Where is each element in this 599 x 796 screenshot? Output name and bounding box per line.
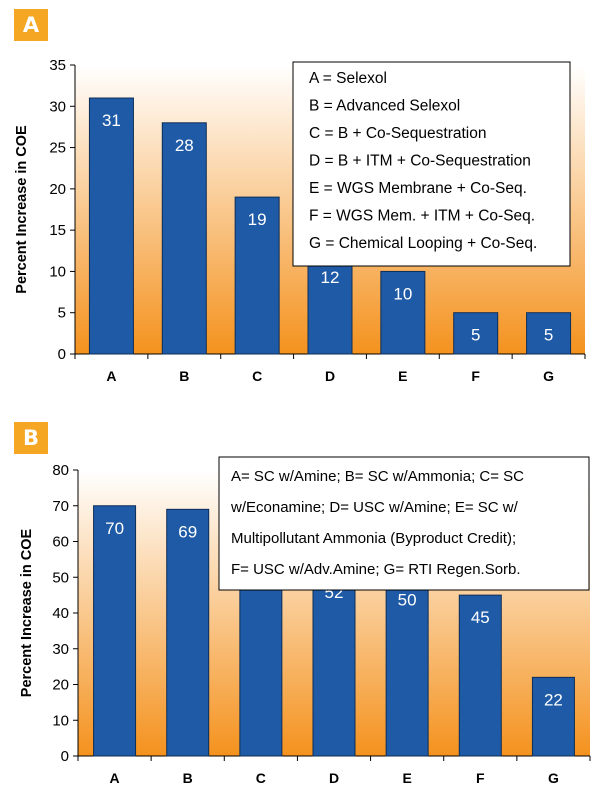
chart-b-bar-value-label: 45 xyxy=(471,608,490,627)
chart-b-x-tick-label: A xyxy=(110,770,120,786)
chart-b-x-tick-label: D xyxy=(329,770,339,786)
chart-b-bar-value-label: 70 xyxy=(105,519,124,538)
chart-a-y-tick-label: 35 xyxy=(49,57,66,74)
chart-b-y-tick-label: 30 xyxy=(52,641,69,658)
chart-b-y-tick-label: 60 xyxy=(52,534,69,551)
chart-a-x-tick-label: E xyxy=(398,368,407,384)
chart-b-legend-box xyxy=(218,456,590,591)
chart-b: 0 10 20 30 40 50 60 70 80 Percent Increase in COE… xyxy=(19,456,591,786)
panel-b-badge: B xyxy=(14,422,48,454)
chart-b-bar-b xyxy=(166,508,210,757)
chart-b-legend-line: A= SC w/Amine; B= SC w/Ammonia; C= SC xyxy=(231,468,524,485)
chart-b-legend-line: F= USC w/Adv.Amine; G= RTI Regen.Sorb. xyxy=(231,561,521,578)
chart-b-bar-value-label: 22 xyxy=(544,690,563,709)
chart-b-y-axis-label: Percent Increase in COE xyxy=(19,528,35,697)
chart-b-bar-f xyxy=(458,594,502,757)
chart-a-y-tick-label: 30 xyxy=(49,98,66,115)
chart-b-x-tick-label: C xyxy=(256,770,266,786)
chart-a-bar-value-label: 10 xyxy=(393,284,412,303)
chart-b-bar-d xyxy=(312,569,356,757)
chart-a-bar-c xyxy=(234,196,280,355)
chart-a-x-tick-label: B xyxy=(179,368,189,384)
chart-a-bar-g xyxy=(526,312,572,355)
chart-a-bar-value-label: 31 xyxy=(102,111,121,130)
chart-a: 0 5 10 15 20 25 30 35 Percent Increase in COE 31 A… xyxy=(14,57,586,384)
chart-a-x-tick-label: G xyxy=(543,368,554,384)
chart-a-legend-line: C = B + Co-Sequestration xyxy=(309,125,487,142)
chart-a-legend-line: F = WGS Mem. + ITM + Co-Seq. xyxy=(309,208,535,225)
chart-a-y-tick-label: 25 xyxy=(49,140,66,157)
chart-a-bar-value-label: 12 xyxy=(321,268,340,287)
chart-a-y-tick-label: 20 xyxy=(49,181,66,198)
chart-b-y-tick-label: 50 xyxy=(52,569,69,586)
chart-b-legend-line: w/Econamine; D= USC w/Amine; E= SC w/ xyxy=(230,499,519,516)
chart-b-y-tick-label: 10 xyxy=(52,712,69,729)
chart-b-y-tick-label: 70 xyxy=(52,498,69,515)
chart-b-y-tick-label: 80 xyxy=(52,462,69,479)
chart-a-y-tick-label: 15 xyxy=(49,222,66,239)
chart-b-bar-g xyxy=(531,676,575,757)
chart-a-bar-value-label: 28 xyxy=(175,136,194,155)
chart-a-bar-value-label: 5 xyxy=(471,326,480,345)
chart-a-y-axis-label: Percent Increase in COE xyxy=(14,125,30,294)
chart-b-bar-value-label: 69 xyxy=(178,522,197,541)
chart-b-bar-value-label: 50 xyxy=(398,590,417,609)
chart-a-bar-a xyxy=(88,97,134,355)
chart-b-x-tick-label: B xyxy=(183,770,193,786)
chart-a-bar-b xyxy=(161,122,207,355)
chart-b-x-tick-label: F xyxy=(476,770,485,786)
chart-b-y-tick-label: 40 xyxy=(52,605,69,622)
chart-b-y-tick-label: 20 xyxy=(52,677,69,694)
chart-a-legend-box xyxy=(292,61,571,267)
chart-a-y-tick-label: 0 xyxy=(58,346,66,363)
chart-a-x-tick-label: F xyxy=(471,368,480,384)
chart-a-bar-value-label: 5 xyxy=(544,326,553,345)
chart-a-legend-line: B = Advanced Selexol xyxy=(309,98,460,115)
chart-a-legend-line: G = Chemical Looping + Co-Seq. xyxy=(309,235,537,252)
chart-a-y-tick-label: 5 xyxy=(58,305,66,322)
chart-b-bar-a xyxy=(93,505,137,757)
chart-b-bar-c xyxy=(239,558,283,757)
chart-a-bar-e xyxy=(380,270,426,355)
chart-b-x-tick-label: E xyxy=(402,770,411,786)
chart-a-x-tick-label: A xyxy=(106,368,116,384)
chart-a-bar-f xyxy=(453,312,499,355)
chart-b-x-tick-label: G xyxy=(548,770,559,786)
chart-a-legend-line: D = B + ITM + Co-Sequestration xyxy=(309,153,531,170)
chart-a-legend-line: A = Selexol xyxy=(309,70,387,87)
chart-a-y-tick-label: 10 xyxy=(49,263,66,280)
chart-a-x-tick-label: D xyxy=(325,368,335,384)
panel-a-badge: A xyxy=(14,9,48,41)
chart-a-legend-line: E = WGS Membrane + Co-Seq. xyxy=(309,180,527,197)
chart-b-legend-line: Multipollutant Ammonia (Byproduct Credit… xyxy=(231,530,516,547)
chart-b-bar-e xyxy=(385,576,429,757)
chart-a-x-tick-label: C xyxy=(252,368,262,384)
chart-b-y-tick-label: 0 xyxy=(61,748,69,765)
chart-a-bar-value-label: 19 xyxy=(248,210,267,229)
